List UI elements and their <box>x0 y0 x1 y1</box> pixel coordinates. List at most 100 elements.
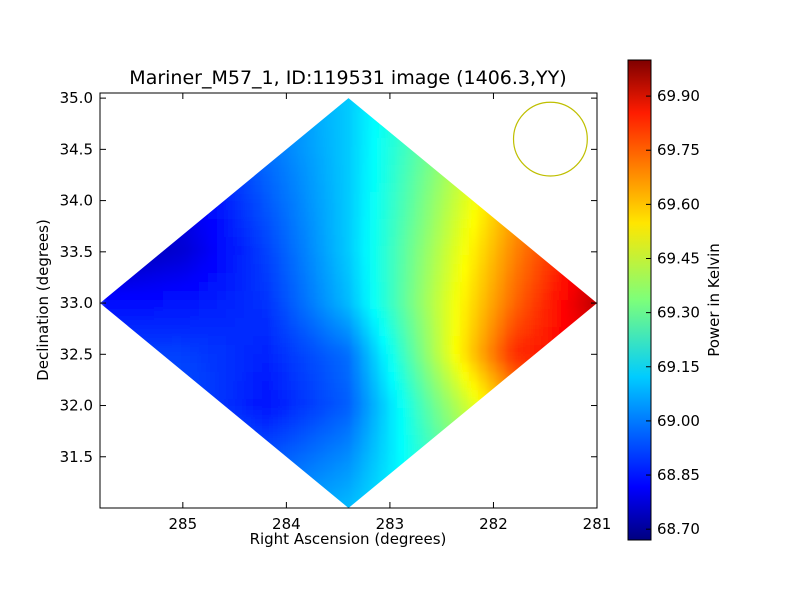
heatmap-cell <box>109 372 119 382</box>
heatmap-cell <box>280 102 290 112</box>
heatmap-cell <box>514 489 524 499</box>
heatmap-cell <box>343 489 353 499</box>
heatmap-cell <box>307 399 317 409</box>
heatmap-cell <box>532 210 542 220</box>
heatmap-cell <box>496 111 506 121</box>
heatmap-cell <box>199 219 209 229</box>
heatmap-cell <box>163 210 173 220</box>
heatmap-cell <box>271 156 281 166</box>
heatmap-cell <box>307 372 317 382</box>
heatmap-cell <box>550 219 560 229</box>
heatmap-cell <box>577 237 587 247</box>
heatmap-cell <box>109 453 119 463</box>
heatmap-cell <box>586 480 596 490</box>
heatmap-cell <box>190 435 200 445</box>
heatmap-cell <box>469 210 479 220</box>
heatmap-cell <box>451 98 461 103</box>
heatmap-cell <box>352 138 362 148</box>
heatmap-cell <box>235 354 245 364</box>
heatmap-cell <box>298 183 308 193</box>
heatmap-cell <box>172 327 182 337</box>
heatmap-cell <box>424 291 434 301</box>
heatmap-cell <box>577 336 587 346</box>
heatmap-cell <box>136 309 146 319</box>
heatmap-cell <box>424 237 434 247</box>
heatmap-cell <box>523 480 533 490</box>
heatmap-cell <box>541 363 551 373</box>
y-tick-label: 33.5 <box>60 243 93 261</box>
heatmap-cell <box>181 156 191 166</box>
heatmap-cell <box>316 309 326 319</box>
heatmap-cell <box>217 372 227 382</box>
heatmap-image <box>100 98 597 508</box>
heatmap-cell <box>217 237 227 247</box>
heatmap-cell <box>388 480 398 490</box>
heatmap-cell <box>361 246 371 256</box>
heatmap-cell <box>550 381 560 391</box>
heatmap-cell <box>460 462 470 472</box>
heatmap-cell <box>379 273 389 283</box>
heatmap-cell <box>568 246 578 256</box>
heatmap-cell <box>100 237 110 247</box>
heatmap-cell <box>262 98 272 103</box>
heatmap-cell <box>478 111 488 121</box>
heatmap-cell <box>109 246 119 256</box>
heatmap-cell <box>217 129 227 139</box>
heatmap-cell <box>487 98 497 103</box>
heatmap-cell <box>199 336 209 346</box>
heatmap-cell <box>343 309 353 319</box>
heatmap-cell <box>244 98 254 103</box>
heatmap-cell <box>559 129 569 139</box>
heatmap-cell <box>406 174 416 184</box>
heatmap-cell <box>280 471 290 481</box>
heatmap-cell <box>361 264 371 274</box>
heatmap-cell <box>415 399 425 409</box>
heatmap-cell <box>460 147 470 157</box>
heatmap-cell <box>577 192 587 202</box>
heatmap-cell <box>478 129 488 139</box>
heatmap-cell <box>154 192 164 202</box>
heatmap-cell <box>307 318 317 328</box>
heatmap-cell <box>415 111 425 121</box>
heatmap-cell <box>469 183 479 193</box>
heatmap-cell <box>307 98 317 103</box>
heatmap-cell <box>361 111 371 121</box>
heatmap-cell <box>352 363 362 373</box>
heatmap-cell <box>334 489 344 499</box>
heatmap-cell <box>523 498 533 508</box>
heatmap-cell <box>235 165 245 175</box>
heatmap-cell <box>244 120 254 130</box>
heatmap-cell <box>406 318 416 328</box>
heatmap-cell <box>379 228 389 238</box>
heatmap-cell <box>442 219 452 229</box>
heatmap-cell <box>136 444 146 454</box>
heatmap-cell <box>343 192 353 202</box>
heatmap-cell <box>577 183 587 193</box>
heatmap-cell <box>118 363 128 373</box>
heatmap-cell <box>397 255 407 265</box>
heatmap-cell <box>109 381 119 391</box>
heatmap-cell <box>352 480 362 490</box>
heatmap-cell <box>226 264 236 274</box>
heatmap-cell <box>577 309 587 319</box>
heatmap-cell <box>316 300 326 310</box>
heatmap-cell <box>460 354 470 364</box>
heatmap-cell <box>586 381 596 391</box>
heatmap-cell <box>208 471 218 481</box>
heatmap-cell <box>190 219 200 229</box>
heatmap-cell <box>100 264 110 274</box>
heatmap-cell <box>424 210 434 220</box>
heatmap-cell <box>424 318 434 328</box>
heatmap-cell <box>451 255 461 265</box>
heatmap-cell <box>280 237 290 247</box>
heatmap-cell <box>505 363 515 373</box>
heatmap-cell <box>343 399 353 409</box>
heatmap-cell <box>586 426 596 436</box>
heatmap-cell <box>586 183 596 193</box>
heatmap-cell <box>307 192 317 202</box>
heatmap-cell <box>505 309 515 319</box>
heatmap-cell <box>424 489 434 499</box>
heatmap-cell <box>487 462 497 472</box>
heatmap-cell <box>352 498 362 508</box>
heatmap-cell <box>478 102 488 112</box>
